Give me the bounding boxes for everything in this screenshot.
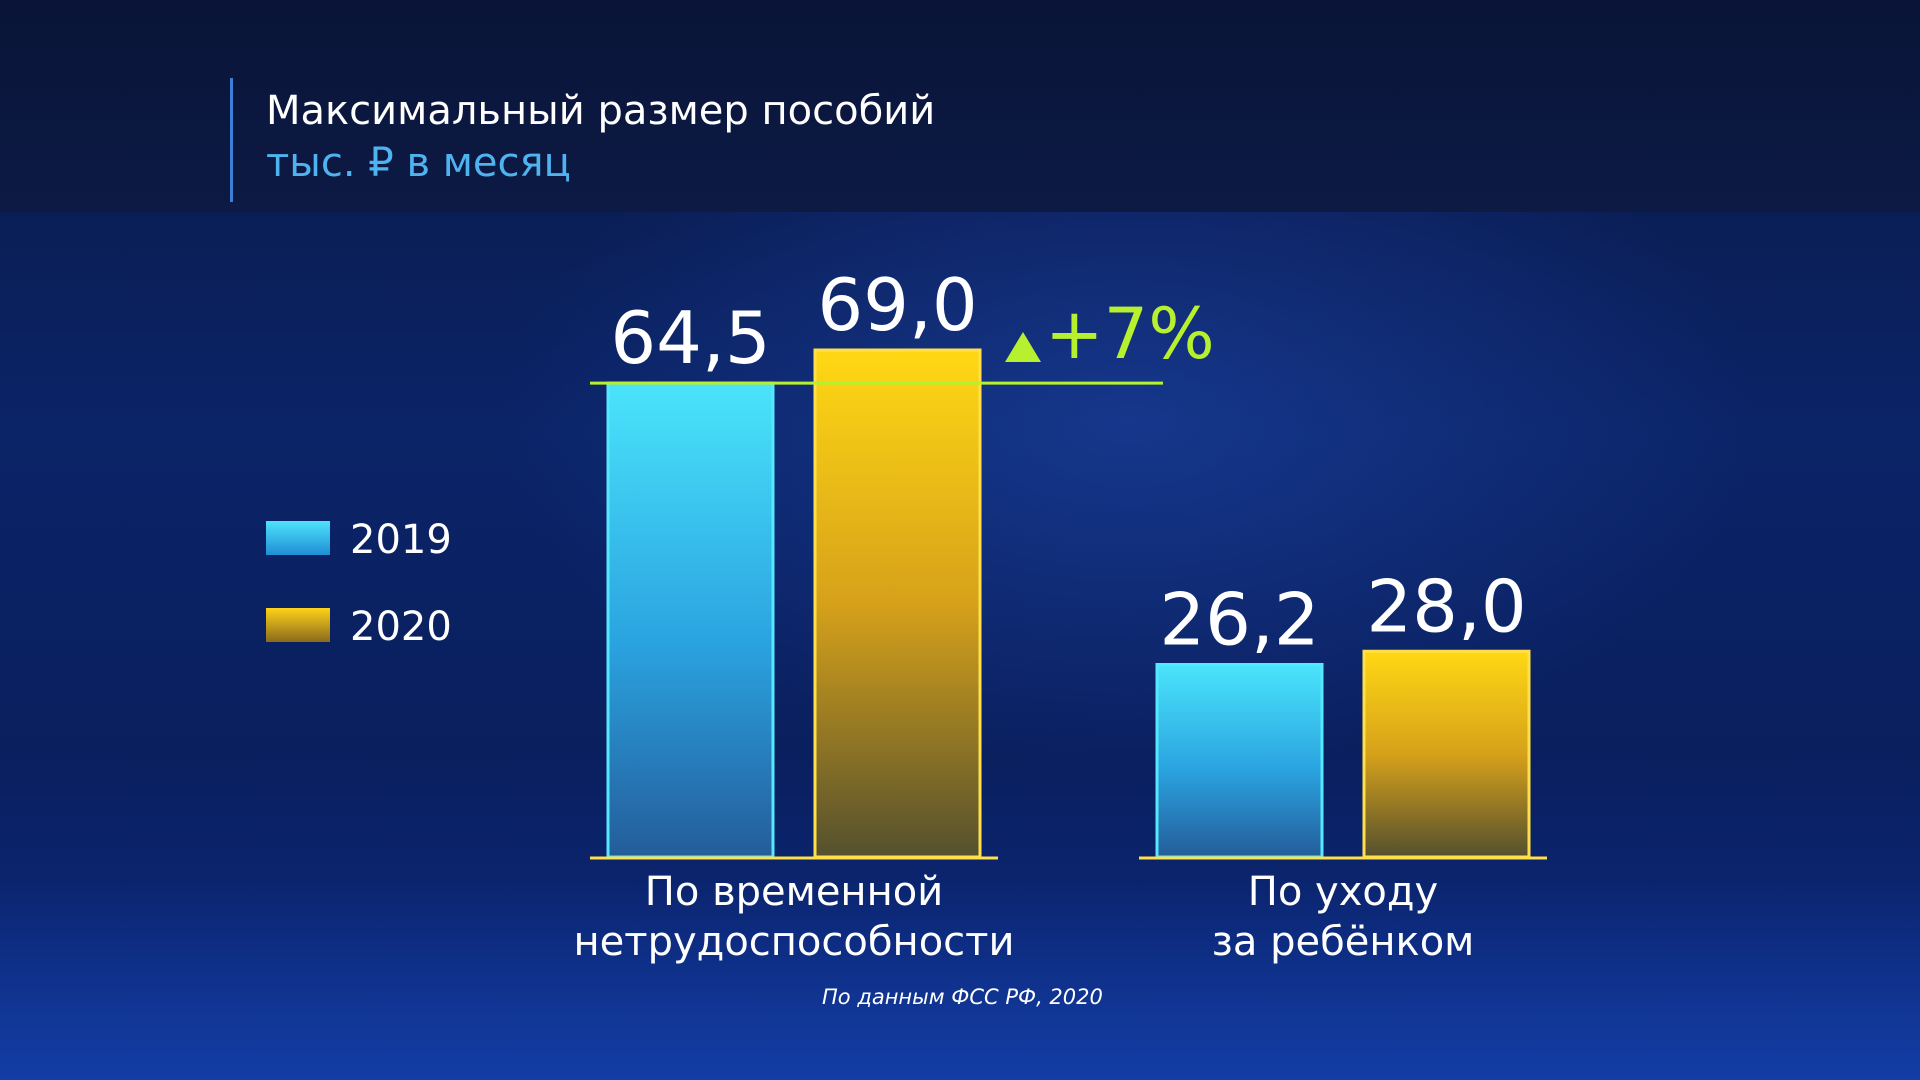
floor-glow	[0, 880, 1920, 1080]
category-label-1-line-1: По временной	[645, 869, 943, 915]
chart-title: Максимальный размер пособий	[266, 88, 936, 134]
category-label-2-line-2: за ребёнком	[1212, 919, 1475, 965]
legend-swatch-2020	[266, 608, 330, 642]
chart-subtitle: тыс. ₽ в месяц	[266, 140, 571, 186]
title-accent-bar	[230, 78, 233, 202]
source-note: По данным ФСС РФ, 2020	[822, 985, 1103, 1009]
category-label-2-line-1: По уходу	[1248, 869, 1438, 915]
growth-annotation: +7%	[1045, 293, 1215, 375]
bar-2020-2	[1362, 649, 1531, 859]
category-label-1-line-2: нетрудоспособности	[574, 919, 1015, 965]
data-label-2019-2: 26,2	[1159, 577, 1319, 661]
bar-2019-2	[1155, 662, 1324, 859]
bar-2019-1	[606, 381, 775, 859]
legend-label-2020: 2020	[350, 604, 452, 650]
data-label-2020-1: 69,0	[817, 263, 977, 347]
data-label-2019-1: 64,5	[610, 296, 770, 380]
legend-swatch-2019	[266, 521, 330, 555]
legend-label-2019: 2019	[350, 517, 452, 563]
growth-triangle-icon	[1005, 332, 1041, 362]
bar-2020-1	[813, 348, 982, 859]
data-label-2020-2: 28,0	[1366, 564, 1526, 648]
header-band	[0, 0, 1920, 212]
